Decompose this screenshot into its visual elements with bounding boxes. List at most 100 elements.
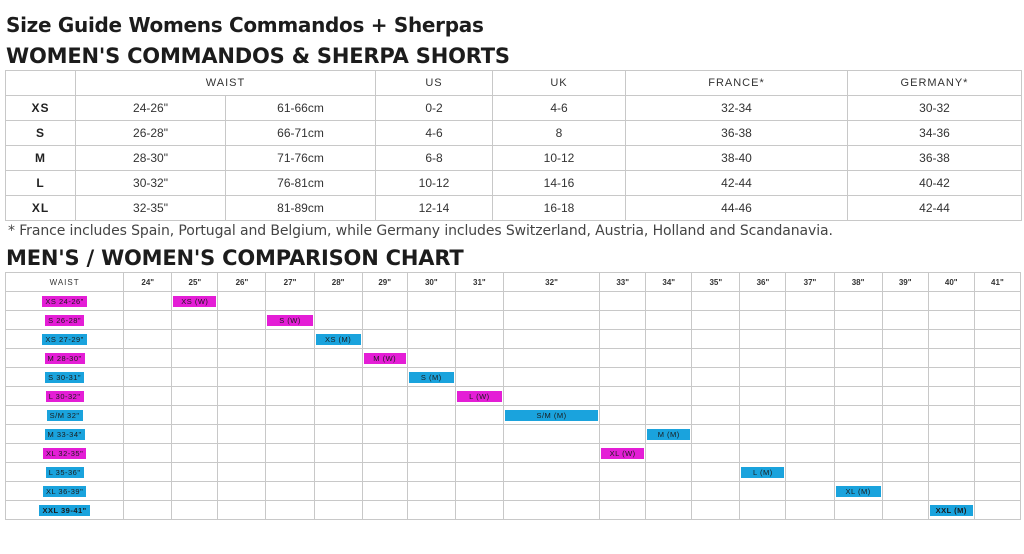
comparison-cell — [406, 462, 456, 482]
waist-column-header: 40" — [927, 272, 975, 292]
comparison-cell — [361, 481, 408, 501]
comparison-row-label-cell: S 30-31" — [4, 367, 125, 387]
comparison-cell — [973, 386, 1022, 406]
germany-size: 40-42 — [847, 170, 1022, 196]
germany-size: 34-36 — [847, 120, 1022, 146]
comparison-row: L 35-36" L (M) — [4, 462, 1022, 482]
comparison-cell — [361, 291, 408, 311]
comparison-cell — [454, 405, 504, 425]
comparison-cell — [973, 424, 1022, 444]
comparison-cell — [171, 348, 219, 368]
comparison-cell: XL (M) — [833, 481, 883, 501]
comparison-cell: S (W) — [265, 310, 315, 330]
comparison-cell — [973, 291, 1022, 311]
comparison-cell — [313, 424, 363, 444]
comparison-row: L 30-32" L (W) — [4, 386, 1022, 406]
comparison-cell — [454, 367, 504, 387]
comparison-cell — [881, 386, 929, 406]
waist-column-header: 33" — [599, 272, 647, 292]
comparison-cell — [454, 500, 504, 520]
comparison-cell — [599, 348, 647, 368]
comparison-cell: XS (M) — [313, 329, 363, 349]
comparison-cell — [973, 481, 1022, 501]
waist-header: WAIST — [75, 70, 376, 96]
comparison-cell — [361, 424, 408, 444]
waist-column-header: 32" — [502, 272, 601, 292]
comparison-row-label: S/M 32" — [46, 409, 83, 421]
comparison-row-label: XL 36-39" — [42, 485, 87, 497]
comparison-cell — [217, 405, 267, 425]
comparison-cell — [739, 481, 787, 501]
comparison-cell — [645, 329, 693, 349]
germany-header: GERMANY* — [847, 70, 1022, 96]
size-label: L — [5, 170, 76, 196]
comparison-cell — [406, 405, 456, 425]
comparison-cell — [785, 367, 835, 387]
comparison-cell — [217, 348, 267, 368]
comparison-cell — [265, 481, 315, 501]
comparison-cell — [691, 443, 741, 463]
comparison-cell — [502, 367, 601, 387]
comparison-cell — [881, 500, 929, 520]
comparison-row-label-cell: M 33-34" — [4, 424, 125, 444]
germany-size: 36-38 — [847, 145, 1022, 171]
uk-size: 8 — [492, 120, 626, 146]
comparison-cell — [217, 443, 267, 463]
comparison-row: XL 32-35" XL (W) — [4, 443, 1022, 463]
size-tag: L (M) — [741, 466, 785, 478]
comparison-cell — [927, 481, 975, 501]
us-size: 12-14 — [375, 195, 493, 221]
comparison-cell — [502, 348, 601, 368]
comparison-cell — [123, 291, 173, 311]
comparison-cell — [313, 462, 363, 482]
comparison-cell — [502, 291, 601, 311]
comparison-cell — [217, 329, 267, 349]
comparison-cell — [881, 291, 929, 311]
comparison-cell — [313, 500, 363, 520]
comparison-cell — [833, 348, 883, 368]
comparison-row-label-cell: L 35-36" — [4, 462, 125, 482]
comparison-cell — [785, 424, 835, 444]
comparison-cell: M (W) — [361, 348, 408, 368]
comparison-cell — [406, 291, 456, 311]
comparison-cell — [123, 348, 173, 368]
size-tag: XL (W) — [601, 447, 645, 459]
comparison-cell — [313, 481, 363, 501]
size-row: M 28-30" 71-76cm 6-8 10-12 38-40 36-38 — [5, 145, 1022, 171]
france-size: 36-38 — [625, 120, 848, 146]
comparison-cell: S/M (M) — [502, 405, 601, 425]
comparison-cell — [599, 291, 647, 311]
us-size: 0-2 — [375, 95, 493, 121]
comparison-cell — [599, 500, 647, 520]
comparison-row-label-cell: XS 24-26" — [4, 291, 125, 311]
comparison-cell — [691, 462, 741, 482]
comparison-cell — [361, 329, 408, 349]
france-header: FRANCE* — [625, 70, 848, 96]
comparison-cell — [502, 329, 601, 349]
uk-size: 4-6 — [492, 95, 626, 121]
comparison-cell — [502, 386, 601, 406]
waist-inches: 28-30" — [75, 145, 226, 171]
comparison-cell — [973, 367, 1022, 387]
uk-size: 16-18 — [492, 195, 626, 221]
comparison-cell — [502, 481, 601, 501]
waist-column-header: 37" — [785, 272, 835, 292]
comparison-cell — [265, 462, 315, 482]
comparison-row-label-cell: S/M 32" — [4, 405, 125, 425]
size-tag: L (W) — [456, 390, 502, 402]
comparison-cell — [645, 405, 693, 425]
comparison-row-label-cell: XL 36-39" — [4, 481, 125, 501]
comparison-cell — [123, 329, 173, 349]
comparison-row-label: XS 27-29" — [42, 333, 87, 345]
comparison-cell — [361, 367, 408, 387]
comparison-cell — [691, 348, 741, 368]
comparison-cell — [361, 310, 408, 330]
waist-column-header: 39" — [881, 272, 929, 292]
comparison-cell: L (M) — [739, 462, 787, 482]
comparison-cell — [927, 310, 975, 330]
waist-column-header: 38" — [833, 272, 883, 292]
comparison-cell — [645, 291, 693, 311]
page-title: Size Guide Womens Commandos + Sherpas — [6, 13, 484, 37]
us-header: US — [375, 70, 493, 96]
comparison-cell — [217, 386, 267, 406]
